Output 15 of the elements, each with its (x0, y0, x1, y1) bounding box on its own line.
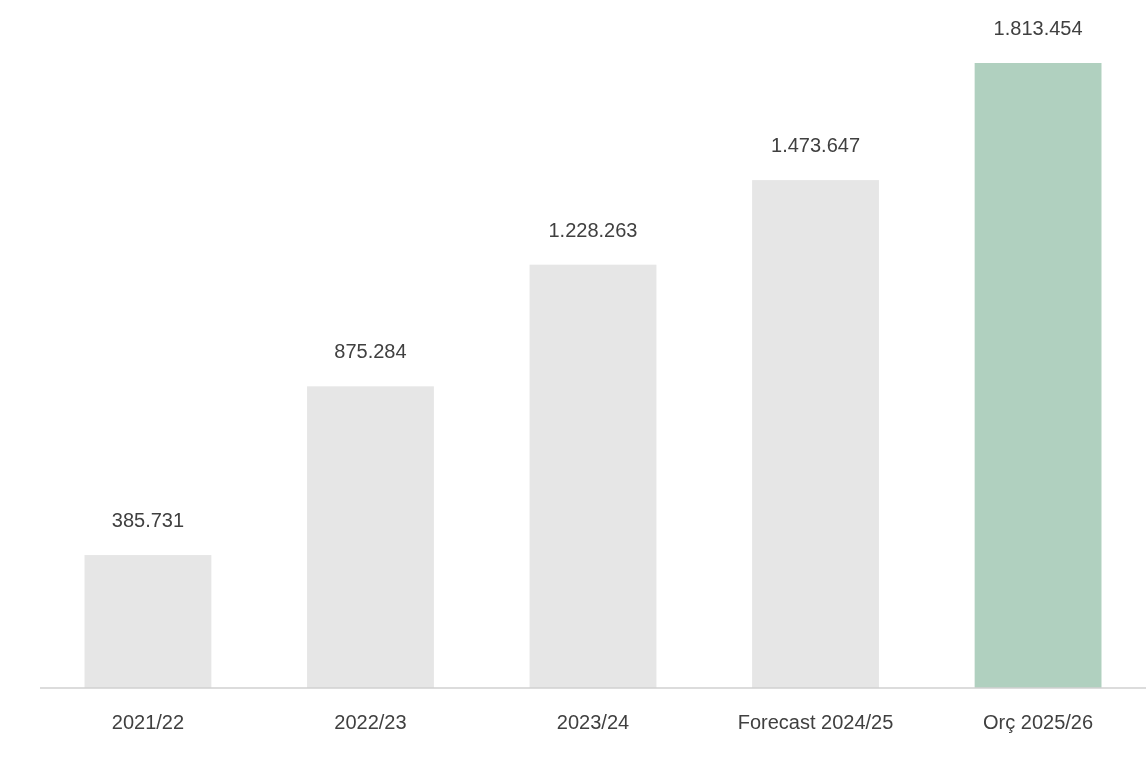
x-tick-label: Forecast 2024/25 (737, 711, 894, 733)
bar (529, 264, 657, 688)
data-label: 1.813.454 (993, 17, 1083, 39)
bar (752, 180, 879, 688)
x-tick-label: 2022/23 (334, 711, 407, 733)
x-tick-label: Orç 2025/26 (983, 711, 1094, 733)
bar (974, 63, 1102, 688)
bar (307, 386, 434, 688)
data-label: 385.731 (111, 509, 185, 532)
data-label: 875.284 (334, 340, 407, 363)
bar (84, 555, 212, 688)
data-label: 1.473.647 (771, 134, 861, 157)
x-tick-label: 2021/22 (111, 711, 185, 733)
data-label: 1.228.263 (548, 218, 638, 241)
x-tick-label: 2023/24 (556, 711, 630, 733)
